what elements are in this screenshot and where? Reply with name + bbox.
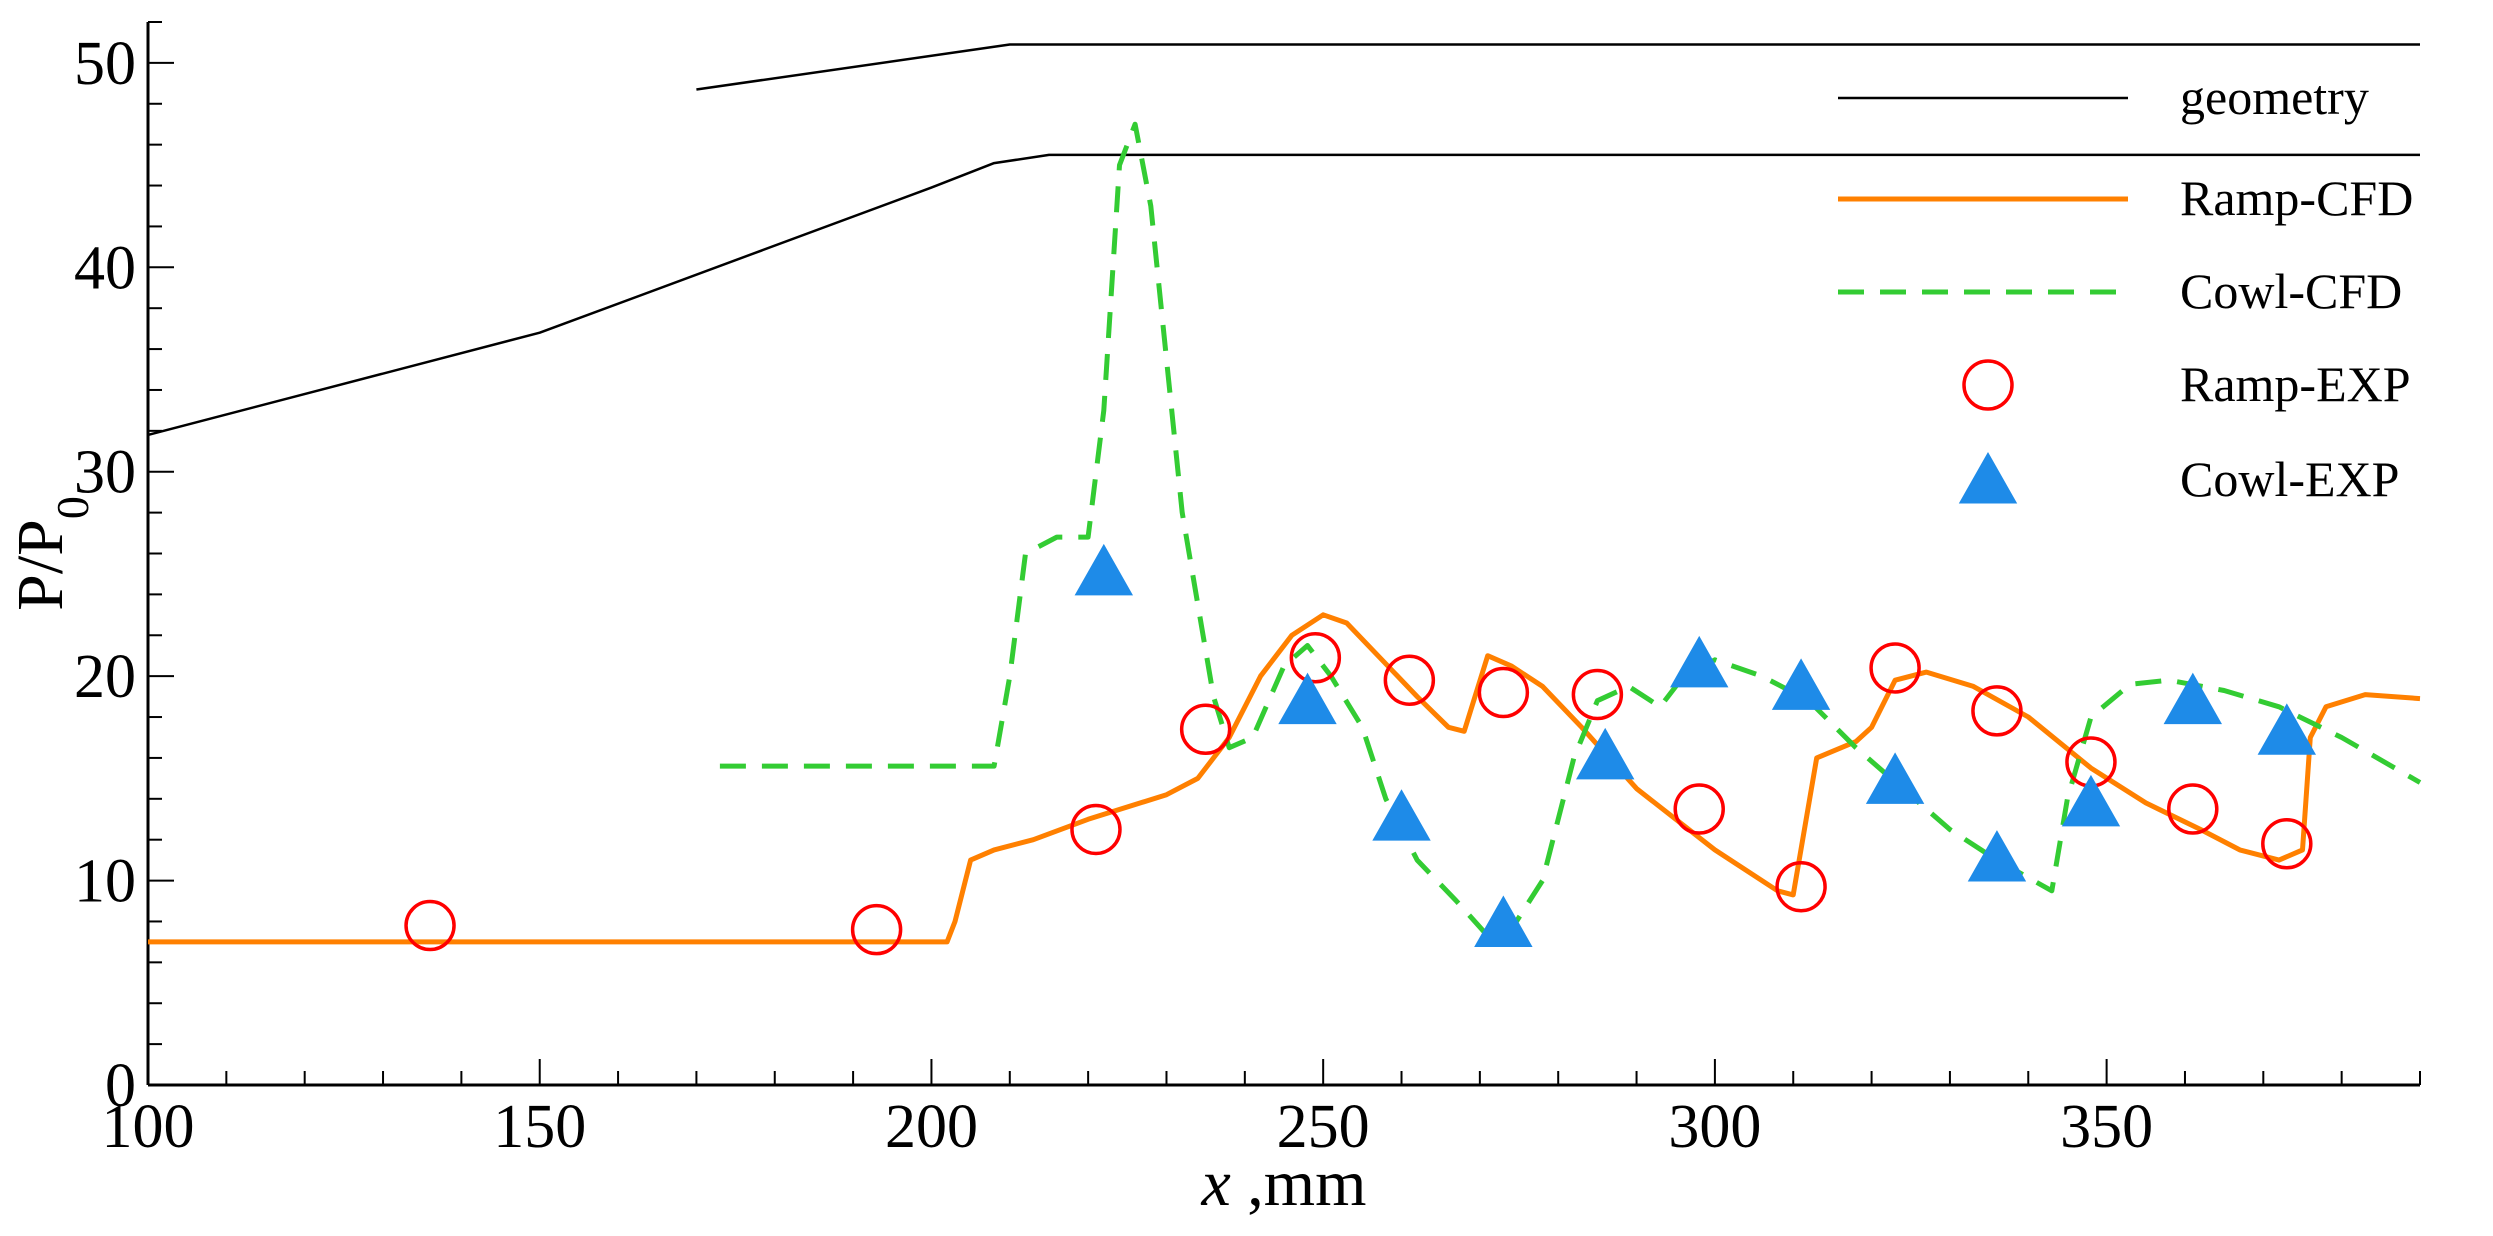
cowl-exp-point <box>1278 672 1337 725</box>
axis-ticks <box>147 21 2421 1086</box>
legend: geometry Ramp-CFD Cowl-CFD Ramp-EXP Cowl-EXP <box>1838 69 2413 507</box>
x-tick-label: 200 <box>885 1093 978 1161</box>
ramp-exp-point <box>1571 668 1624 721</box>
x-axis-unit: ,mm <box>1231 1147 1367 1220</box>
x-axis-variable: x <box>1201 1147 1231 1220</box>
y-axis-title: P/P0 <box>4 496 98 611</box>
ramp-exp-point <box>1775 860 1827 913</box>
ramp-cfd-line <box>148 612 2421 945</box>
cowl-exp-point <box>2257 703 2317 755</box>
legend-label-cowl-exp: Cowl-EXP <box>2180 451 2399 507</box>
x-tick-label: 300 <box>1668 1093 1761 1161</box>
cowl-exp-point <box>1074 543 1134 596</box>
ramp-exp-point <box>1477 666 1530 719</box>
legend-label-ramp-exp: Ramp-EXP <box>2180 356 2411 412</box>
ramp-exp-point <box>1070 803 1122 856</box>
x-tick-label: 100 <box>102 1093 195 1161</box>
x-tick-label: 250 <box>1277 1093 1370 1161</box>
ramp-exp-point <box>1179 703 1232 756</box>
legend-label-ramp-cfd: Ramp-CFD <box>2180 170 2413 226</box>
ramp-exp-point <box>2167 783 2219 835</box>
ramp-exp-point <box>850 903 903 956</box>
cowl-exp-point <box>1474 895 1533 947</box>
cowl-exp-point <box>1670 635 1729 688</box>
cowl-exp-point <box>2163 672 2223 725</box>
x-tick-label: 350 <box>2060 1093 2153 1161</box>
ramp-exp-point <box>1673 783 1725 835</box>
ramp-exp-point <box>1289 632 1342 684</box>
cowl-exp-point <box>1576 727 1635 780</box>
ramp-exp-point <box>404 899 456 952</box>
y-tick-label: 0 <box>105 1052 136 1120</box>
y-tick-label: 40 <box>74 234 136 302</box>
x-axis-title: x ,mm <box>1201 1147 1367 1220</box>
y-axis-subscript: 0 <box>47 496 98 519</box>
y-tick-label: 50 <box>74 30 136 98</box>
cowl-exp-point <box>1865 752 1925 804</box>
cowl-exp-point <box>2061 774 2121 827</box>
geometry-line-2 <box>147 153 2420 437</box>
x-tick-label: 150 <box>493 1093 586 1161</box>
cowl-exp-point <box>1771 658 1831 710</box>
cowl-exp-point <box>1967 830 2027 882</box>
ramp-exp-point <box>1869 642 1921 694</box>
plot-frame <box>146 22 2420 1087</box>
series-markers <box>404 543 2317 956</box>
legend-swatch-cowl-exp <box>1958 451 2018 504</box>
legend-label-geometry: geometry <box>2180 69 2369 125</box>
y-tick-label: 10 <box>74 848 136 916</box>
cowl-exp-point <box>1372 789 1431 841</box>
y-tick-label: 20 <box>74 643 136 711</box>
ramp-exp-point <box>2261 818 2313 870</box>
ramp-exp-point <box>1383 654 1436 706</box>
ramp-exp-point <box>1971 685 2023 737</box>
y-tick-label: 30 <box>74 439 136 507</box>
tick-labels: 100 150 200 250 300 350 0 10 20 30 40 50 <box>74 30 2153 1161</box>
y-axis-main: P/P <box>4 519 77 611</box>
legend-label-cowl-cfd: Cowl-CFD <box>2180 263 2402 319</box>
geometry-line-1 <box>696 43 2420 91</box>
legend-swatch-ramp-exp <box>1962 359 2014 411</box>
